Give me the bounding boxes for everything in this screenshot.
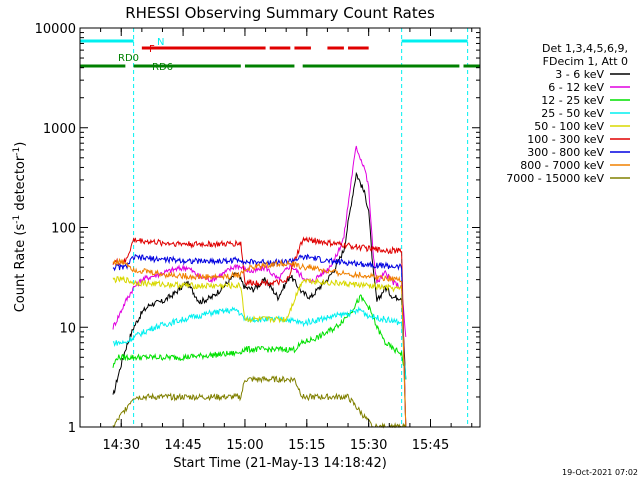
x-tick-label-1515: 15:15: [288, 438, 325, 453]
x-tick-label-1430: 14:30: [103, 438, 140, 453]
legend-label-25-50-kev: 25 - 50 keV: [541, 107, 604, 120]
x-tick-label-1530: 15:30: [350, 438, 387, 453]
flag-label-f: F: [149, 44, 155, 55]
series-line-6-12-kev: [112, 145, 407, 337]
legend-header-line-2: FDecim 1, Att 0: [543, 55, 628, 68]
y-tick-label-100: 100: [51, 222, 76, 237]
plot-timestamp: 19-Oct-2021 07:02: [562, 468, 638, 477]
x-axis: 14:30 14:45 15:00 15:15 15:30 15:45: [79, 28, 473, 453]
flag-label-rd0: RD0: [118, 53, 139, 64]
x-tick-label-1500: 15:00: [226, 438, 263, 453]
legend-header-line-1: Det 1,3,4,5,6,9,: [542, 42, 628, 55]
legend-label-300-800-kev: 300 - 800 keV: [527, 146, 604, 159]
legend-label-12-25-kev: 12 - 25 keV: [541, 94, 604, 107]
y-axis-label: Count Rate (s-1 detector-1): [12, 142, 28, 313]
series-line-800-7000-kev: [112, 257, 407, 428]
legend-label-6-12-kev: 6 - 12 keV: [548, 81, 604, 94]
legend-label-50-100-kev: 50 - 100 keV: [534, 120, 604, 133]
flag-label-rd6: RD6: [152, 62, 173, 73]
series-line-25-50-kev: [112, 305, 407, 380]
y-tick-label-1: 1: [68, 421, 76, 436]
y-tick-label-10000: 10000: [35, 22, 76, 37]
y-axis-label-mid: detector: [13, 155, 28, 215]
flag-label-n: N: [157, 37, 164, 48]
y-axis-label-sup1: -1: [12, 215, 22, 224]
x-tick-label-1445: 14:45: [164, 438, 201, 453]
legend-label-800-7000-kev: 800 - 7000 keV: [520, 159, 604, 172]
x-tick-label-1545: 15:45: [412, 438, 449, 453]
series-line-12-25-kev: [112, 294, 407, 380]
y-tick-label-10: 10: [59, 321, 76, 336]
series-line-50-100-kev: [112, 275, 407, 428]
legend-label-100-300-kev: 100 - 300 keV: [527, 133, 604, 146]
chart-title: RHESSI Observing Summary Count Rates: [125, 4, 435, 22]
y-axis-label-main: Count Rate (s: [13, 224, 28, 313]
legend-label-7000-15000-kev: 7000 - 15000 keV: [506, 172, 604, 185]
y-tick-label-1000: 1000: [43, 122, 76, 137]
y-axis-label-end: ): [13, 142, 28, 147]
series-line-100-300-kev: [112, 236, 407, 428]
x-axis-label: Start Time (21-May-13 14:18:42): [173, 456, 387, 471]
y-axis-label-sup2: -1: [12, 147, 22, 156]
series-line-3-6-kev: [112, 171, 407, 395]
legend-label-3-6-kev: 3 - 6 keV: [555, 68, 604, 81]
y-axis: 1 10 100 1000 10000: [35, 22, 480, 436]
series-line-300-800-kev: [112, 253, 407, 428]
legend: Det 1,3,4,5,6,9, FDecim 1, Att 0 3 - 6 k…: [506, 42, 630, 185]
plot-area: NF RD0 RD6: [79, 28, 480, 429]
series-line-7000-15000-kev: [112, 375, 407, 429]
